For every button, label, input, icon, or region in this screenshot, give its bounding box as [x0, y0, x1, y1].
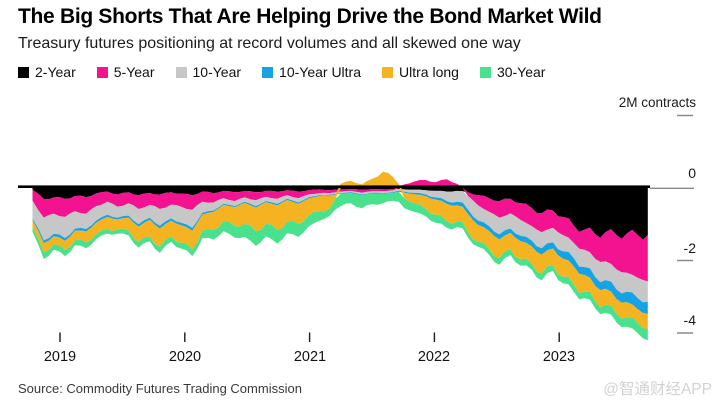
zero-baseline — [18, 185, 650, 188]
page-title: The Big Shorts That Are Helping Drive th… — [18, 5, 602, 28]
legend-label: Ultra long — [399, 64, 459, 80]
chart-subtitle: Treasury futures positioning at record v… — [18, 35, 521, 52]
legend-label: 2-Year — [35, 64, 76, 80]
series-area-ultra-long — [32, 171, 648, 329]
legend-swatch-30-year — [479, 66, 491, 78]
legend-label: 30-Year — [496, 64, 546, 80]
x-tick-label-2022: 2022 — [417, 349, 451, 365]
y-tick-label-minus2: -2 — [683, 240, 696, 256]
legend-item-2-year: 2-Year — [18, 64, 76, 80]
legend-item-10-year-ultra: 10-Year Ultra — [262, 64, 361, 80]
y-tick-label-0: 0 — [688, 165, 696, 181]
legend-swatch-ultra-long — [382, 66, 394, 78]
y-tick-label-minus4: -4 — [683, 312, 696, 328]
legend-item-ultra-long: Ultra long — [382, 64, 459, 80]
x-tick-label-2019: 2019 — [43, 349, 77, 365]
series-area-2-year — [32, 188, 648, 240]
legend-label: 10-Year Ultra — [279, 64, 362, 80]
y-axis-unit-label: 2M contracts — [618, 95, 696, 110]
legend-item-30-year: 30-Year — [479, 64, 546, 80]
legend-swatch-2-year — [18, 66, 29, 78]
legend-label: 10-Year — [192, 64, 242, 80]
series-area-10-year — [32, 189, 648, 303]
chart-legend: 2-Year 5-Year 10-Year 10-Year Ultra Ultr… — [18, 64, 545, 80]
series-area-5-year — [32, 179, 648, 282]
legend-swatch-10-year — [175, 66, 187, 78]
x-tick-label-2023: 2023 — [542, 349, 576, 365]
legend-item-5-year: 5-Year — [96, 64, 155, 80]
legend-label: 5-Year — [113, 64, 155, 80]
source-note: Source: Commodity Futures Trading Commis… — [18, 381, 302, 396]
x-tick-label-2021: 2021 — [293, 349, 327, 365]
legend-item-10-year: 10-Year — [175, 64, 242, 80]
legend-swatch-10-year-ultra — [262, 66, 274, 78]
x-tick-label-2020: 2020 — [168, 349, 202, 365]
legend-swatch-5-year — [96, 66, 108, 78]
watermark: @智通财经APP — [603, 381, 712, 398]
